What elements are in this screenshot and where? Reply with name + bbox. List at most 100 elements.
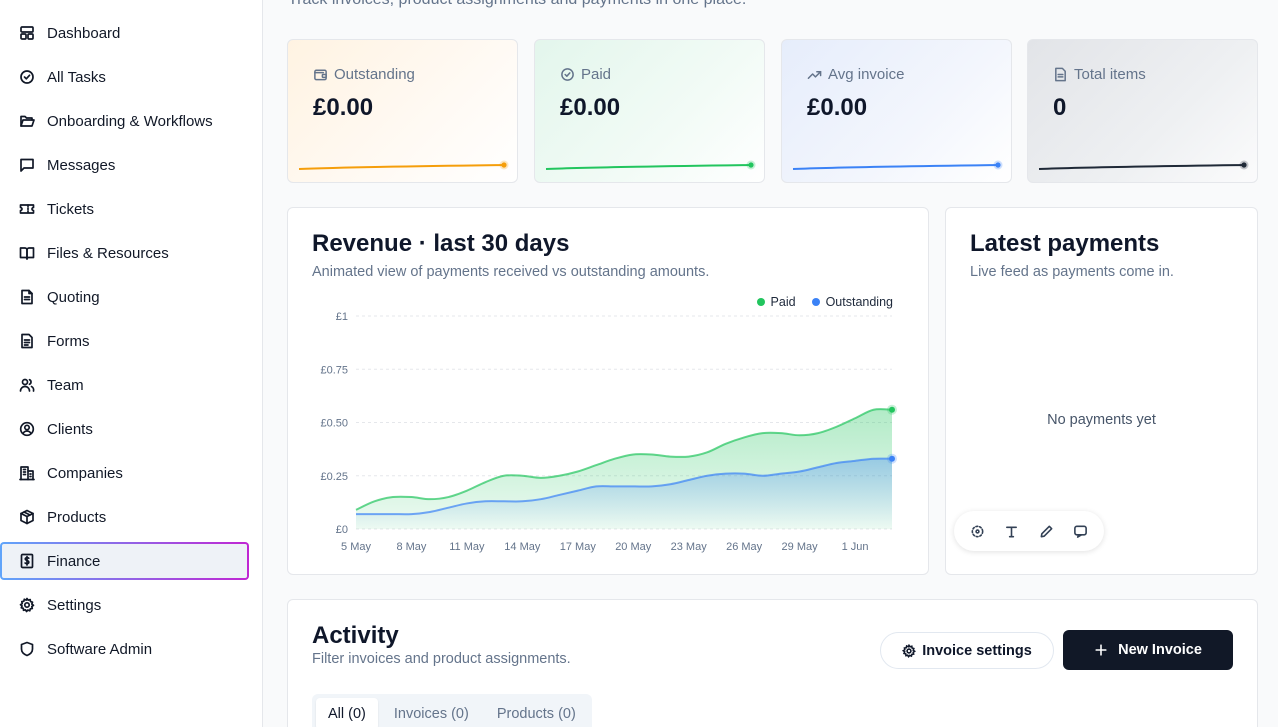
sparkline-avg-invoice — [792, 160, 1003, 170]
y-tick-label: £1 — [336, 311, 348, 323]
sidebar-item-label: Tickets — [47, 200, 94, 218]
x-tick-label: 20 May — [615, 541, 652, 553]
sidebar-item-label: Dashboard — [47, 24, 121, 42]
x-tick-label: 26 May — [726, 541, 763, 553]
sidebar-item-messages[interactable]: Messages — [0, 146, 249, 184]
gear-icon — [902, 643, 917, 658]
x-tick-label: 14 May — [504, 541, 541, 553]
sidebar-item-label: Finance — [47, 552, 101, 570]
file-lines-icon — [21, 333, 33, 349]
tab-invoices[interactable]: Invoices (0) — [393, 706, 469, 722]
x-tick-label: 8 May — [396, 541, 426, 553]
annotation-toolbar — [954, 511, 1104, 551]
payments-empty-state: No payments yet — [1047, 412, 1156, 428]
page-subtitle: Track invoices, product assignments and … — [288, 0, 746, 9]
stat-label: Avg invoice — [807, 66, 904, 83]
shield-icon — [20, 641, 34, 657]
legend-paid[interactable]: Paid — [756, 295, 796, 309]
sidebar-item-files[interactable]: Files & Resources — [0, 234, 249, 272]
folder-open-icon — [20, 115, 35, 127]
sidebar-item-products[interactable]: Products — [0, 498, 249, 536]
sidebar-item-label: Products — [47, 508, 107, 526]
text-tool-button[interactable] — [1002, 521, 1022, 541]
check-circle-icon — [20, 70, 34, 84]
ticket-icon — [19, 204, 35, 214]
sidebar-item-label: Companies — [47, 464, 123, 482]
x-tick-label: 5 May — [341, 541, 371, 553]
stat-value: £0.00 — [313, 94, 374, 121]
stat-card-total-items: Total items 0 — [1027, 39, 1258, 183]
x-tick-label: 17 May — [560, 541, 597, 553]
revenue-card: Revenue · last 30 days Animated view of … — [287, 207, 929, 575]
stat-card-outstanding: Outstanding £0.00 — [287, 39, 518, 183]
sparkline-outstanding — [298, 160, 509, 170]
sidebar-item-quoting[interactable]: Quoting — [0, 278, 249, 316]
gear-icon — [19, 597, 35, 613]
payments-title: Latest payments — [970, 230, 1160, 257]
payments-subtitle: Live feed as payments come in. — [970, 264, 1174, 280]
activity-tabs: All (0) Invoices (0) Products (0) — [312, 694, 592, 727]
sidebar-item-clients[interactable]: Clients — [0, 410, 249, 448]
sidebar-item-dashboard[interactable]: Dashboard — [0, 14, 249, 52]
receipt-icon — [20, 553, 34, 569]
comment-icon — [1074, 525, 1088, 538]
sidebar-item-software-admin[interactable]: Software Admin — [0, 630, 249, 668]
revenue-subtitle: Animated view of payments received vs ou… — [312, 264, 710, 280]
book-open-icon — [19, 247, 35, 260]
legend-outstanding[interactable]: Outstanding — [811, 295, 893, 309]
sparkline-total-items — [1038, 160, 1249, 170]
tab-all[interactable]: All (0) — [316, 698, 378, 727]
stat-label: Outstanding — [313, 66, 415, 83]
payments-card: Latest payments Live feed as payments co… — [945, 207, 1258, 575]
dotted-select-icon — [971, 525, 984, 537]
stat-value: 0 — [1053, 94, 1067, 121]
dashboard-icon — [20, 26, 34, 40]
text-icon — [1006, 525, 1018, 537]
y-tick-label: £0.50 — [320, 418, 348, 430]
sidebar-item-label: Team — [47, 376, 84, 394]
sidebar-item-label: Quoting — [47, 288, 100, 306]
stat-value: £0.00 — [807, 94, 868, 121]
trending-up-icon — [807, 70, 822, 79]
main-content: Track invoices, product assignments and … — [263, 0, 1278, 727]
sparkline-paid — [545, 160, 756, 170]
sidebar-item-companies[interactable]: Companies — [0, 454, 249, 492]
x-tick-label: 11 May — [449, 541, 485, 553]
stat-label: Paid — [560, 66, 611, 83]
pen-tool-button[interactable] — [1036, 521, 1056, 541]
file-icon — [1055, 67, 1066, 82]
sidebar-item-all-tasks[interactable]: All Tasks — [0, 58, 249, 96]
activity-subtitle: Filter invoices and product assignments. — [312, 651, 571, 667]
sidebar-item-settings[interactable]: Settings — [0, 586, 249, 624]
legend-dot — [756, 298, 765, 306]
y-tick-label: £0 — [336, 524, 348, 536]
activity-title: Activity — [312, 622, 399, 649]
message-square-icon — [20, 158, 34, 172]
sidebar-item-label: Files & Resources — [47, 244, 169, 262]
sidebar-item-tickets[interactable]: Tickets — [0, 190, 249, 228]
stat-value: £0.00 — [560, 94, 621, 121]
sidebar-item-label: Onboarding & Workflows — [47, 112, 213, 130]
pencil-icon — [1040, 525, 1053, 537]
stat-card-paid: Paid £0.00 — [534, 39, 765, 183]
wallet-icon — [314, 69, 327, 81]
legend-dot — [811, 298, 820, 306]
chart-legend: Paid Outstanding — [756, 295, 893, 309]
sidebar-item-label: Messages — [47, 156, 116, 174]
sidebar-item-onboarding[interactable]: Onboarding & Workflows — [0, 102, 249, 140]
sidebar: Dashboard All Tasks Onboarding & Workflo… — [0, 0, 263, 727]
check-circle-icon — [561, 68, 574, 81]
comment-tool-button[interactable] — [1071, 521, 1091, 541]
file-text-icon — [21, 289, 33, 305]
y-tick-label: £0.75 — [320, 364, 348, 376]
tab-products[interactable]: Products (0) — [496, 706, 576, 722]
sidebar-item-team[interactable]: Team — [0, 366, 249, 404]
sidebar-item-finance[interactable]: Finance — [0, 542, 249, 580]
series-endpoint-paid — [889, 406, 895, 413]
new-invoice-button[interactable]: New Invoice — [1063, 630, 1233, 670]
sidebar-item-forms[interactable]: Forms — [0, 322, 249, 360]
series-line-paid — [355, 408, 893, 511]
select-tool-button[interactable] — [967, 521, 987, 541]
sidebar-item-label: All Tasks — [47, 68, 106, 86]
invoice-settings-button[interactable]: Invoice settings — [880, 632, 1054, 669]
